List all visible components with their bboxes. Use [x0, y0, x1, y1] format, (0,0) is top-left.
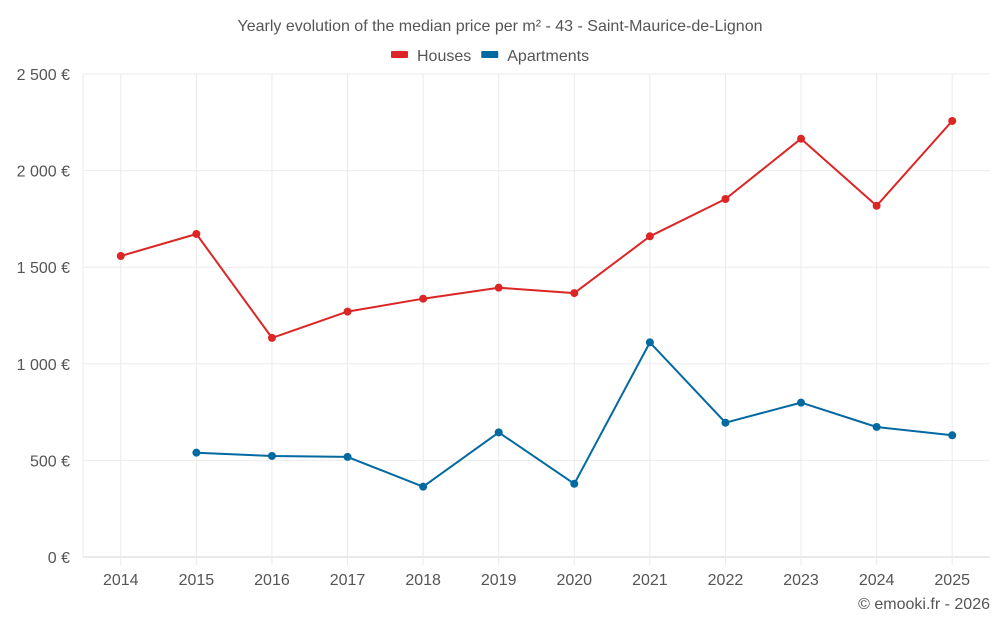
x-tick-label: 2016	[254, 572, 290, 589]
data-point[interactable]	[116, 251, 125, 260]
data-point[interactable]	[872, 201, 881, 210]
data-point[interactable]	[570, 289, 579, 298]
x-tick-label: 2022	[708, 572, 744, 589]
y-tick-label: 0 €	[48, 550, 70, 567]
x-tick-label: 2015	[179, 572, 215, 589]
data-point[interactable]	[494, 283, 503, 292]
credit-text: © emooki.fr - 2026	[858, 596, 990, 613]
series-apartments	[192, 338, 957, 491]
data-point[interactable]	[721, 195, 730, 204]
legend-swatch	[481, 51, 499, 58]
data-point[interactable]	[645, 232, 654, 241]
data-point[interactable]	[192, 448, 201, 457]
y-tick-label: 2 000 €	[17, 164, 70, 181]
data-point[interactable]	[419, 482, 428, 491]
x-tick-label: 2024	[859, 572, 895, 589]
x-tick-label: 2021	[632, 572, 668, 589]
data-point[interactable]	[797, 398, 806, 407]
x-tick-label: 2014	[103, 572, 139, 589]
data-point[interactable]	[948, 431, 957, 440]
data-point[interactable]	[267, 451, 276, 460]
legend-swatch	[391, 51, 408, 58]
x-tick-label: 2019	[481, 572, 517, 589]
x-tick-label: 2020	[556, 572, 592, 589]
legend: Houses Apartments	[391, 48, 589, 65]
x-tick-label: 2023	[783, 572, 819, 589]
data-point[interactable]	[343, 452, 352, 461]
x-tick-label: 2018	[405, 572, 441, 589]
data-point[interactable]	[797, 134, 806, 143]
x-tick-label: 2025	[934, 572, 970, 589]
legend-label: Apartments	[507, 48, 589, 65]
data-point[interactable]	[570, 479, 579, 488]
data-point[interactable]	[419, 294, 428, 303]
x-gridlines	[82, 74, 953, 565]
legend-item-houses[interactable]: Houses	[391, 48, 471, 65]
y-tick-label: 2 500 €	[17, 67, 70, 84]
data-point[interactable]	[343, 307, 352, 316]
legend-item-apartments[interactable]: Apartments	[481, 48, 589, 65]
y-axis-labels: 0 € 500 € 1 000 € 1 500 € 2 000 € 2 500 €	[17, 67, 70, 567]
y-tick-label: 1 500 €	[17, 260, 70, 277]
x-axis-labels: 2014 2015 2016 2017 2018 2019 2020 2021 2022 2023…	[103, 572, 970, 589]
legend-label: Houses	[417, 48, 471, 65]
series-houses	[116, 116, 957, 342]
data-point[interactable]	[267, 333, 276, 342]
data-point[interactable]	[645, 338, 654, 347]
data-point[interactable]	[494, 428, 503, 437]
x-tick-label: 2017	[330, 572, 366, 589]
chart-title: Yearly evolution of the median price per…	[237, 18, 762, 35]
data-point[interactable]	[872, 422, 881, 431]
y-tick-label: 1 000 €	[17, 357, 70, 374]
data-point[interactable]	[192, 229, 201, 238]
series-layer	[116, 116, 957, 491]
y-tick-label: 500 €	[30, 453, 70, 470]
data-point[interactable]	[721, 418, 730, 427]
y-gridlines	[83, 73, 990, 558]
series-line	[120, 120, 953, 339]
data-point[interactable]	[948, 116, 957, 125]
